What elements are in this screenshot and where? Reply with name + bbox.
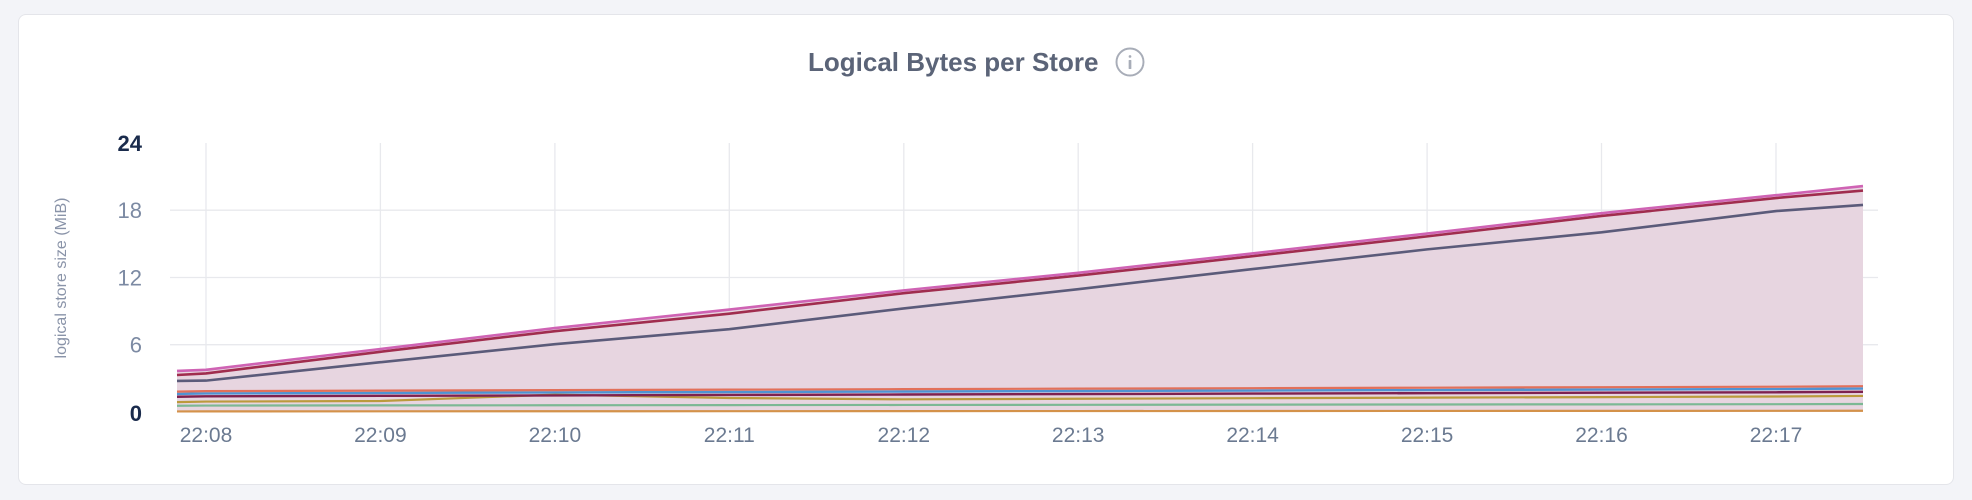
svg-text:22:17: 22:17	[1750, 424, 1803, 447]
svg-text:22:10: 22:10	[529, 424, 582, 447]
svg-text:22:09: 22:09	[354, 424, 407, 447]
svg-text:22:13: 22:13	[1052, 424, 1105, 447]
svg-text:22:15: 22:15	[1401, 424, 1454, 447]
svg-text:22:08: 22:08	[180, 424, 233, 447]
svg-text:22:12: 22:12	[878, 424, 931, 447]
svg-text:12: 12	[118, 266, 142, 291]
svg-text:0: 0	[130, 401, 142, 426]
svg-text:22:11: 22:11	[704, 424, 755, 447]
svg-text:18: 18	[118, 198, 142, 223]
svg-text:22:14: 22:14	[1226, 424, 1279, 447]
svg-text:22:16: 22:16	[1575, 424, 1628, 447]
svg-text:6: 6	[130, 333, 142, 358]
svg-text:24: 24	[118, 131, 143, 156]
